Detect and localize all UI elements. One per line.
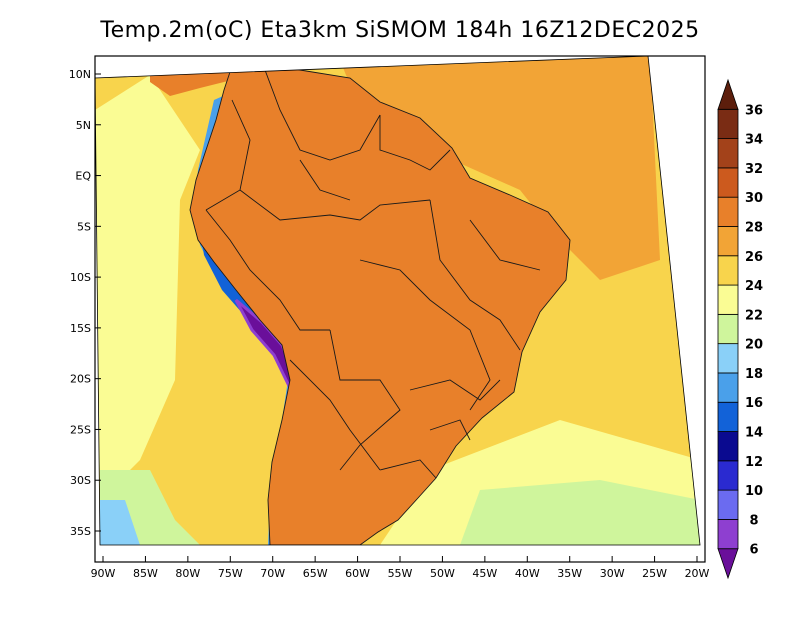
colorbar-label: 34	[745, 133, 763, 148]
border-brazil-states-4	[409, 379, 501, 401]
lat-tick-label: 10S	[70, 271, 91, 284]
colorbar-label: 8	[749, 513, 758, 528]
colorbar-swatch	[717, 372, 739, 403]
lon-tick-label: 90W	[91, 567, 116, 580]
colorbar-swatch	[717, 196, 739, 227]
colorbar-swatch	[717, 519, 739, 550]
colorbar-label: 20	[745, 338, 763, 353]
lon-tick-label: 30W	[600, 567, 625, 580]
lat-tick-label: 35S	[70, 525, 91, 538]
colorbar-swatch	[717, 226, 739, 257]
colorbar-label: 18	[745, 367, 763, 382]
colorbar-label: 12	[745, 455, 763, 470]
lon-tick-label: 75W	[218, 567, 243, 580]
lat-tick-label: EQ	[75, 170, 91, 183]
temperature-field	[95, 56, 700, 545]
latitude-axis: 10N 5N EQ 5S 10S 15S 20S 25S 30S 35S	[69, 68, 101, 538]
border-brazil-states-5	[429, 419, 471, 441]
colorbar-label: 24	[745, 279, 763, 294]
border-guianas	[379, 115, 451, 171]
border-bolivia-paraguay	[329, 329, 401, 471]
border-venezuela	[261, 61, 381, 161]
map-domain-outline	[94, 55, 701, 546]
border-brazil-states-2	[359, 259, 491, 411]
border-brazil-states-3	[469, 219, 541, 271]
border-argentina-north	[289, 359, 381, 471]
colorbar-swatch	[717, 284, 739, 315]
lon-tick-label: 85W	[133, 567, 158, 580]
longitude-axis: 90W 85W 80W 75W 70W 65W 60W 55W 50W 45W 40W 35W 30W 2…	[91, 556, 710, 580]
colorbar-swatch	[717, 431, 739, 462]
border-brazil-states-6	[299, 159, 351, 201]
lat-tick-label: 30S	[70, 474, 91, 487]
lon-tick-label: 65W	[303, 567, 328, 580]
colorbar-label: 22	[745, 308, 763, 323]
lon-tick-label: 70W	[260, 567, 285, 580]
lat-tick-label: 15S	[70, 322, 91, 335]
lat-tick-label: 20S	[70, 373, 91, 386]
colorbar-arrow-high	[717, 78, 739, 110]
lon-tick-label: 25W	[642, 567, 667, 580]
colorbar-label: 16	[745, 396, 763, 411]
lon-tick-label: 60W	[345, 567, 370, 580]
colorbar-swatch	[717, 401, 739, 432]
field-tropical-atlantic	[340, 56, 660, 280]
lon-tick-label: 45W	[472, 567, 497, 580]
colorbar-swatch	[717, 343, 739, 374]
border-brazil-north	[239, 189, 431, 221]
field-pacific-coldest	[100, 500, 140, 545]
colorbar-swatch	[717, 460, 739, 491]
lat-tick-label: 5N	[76, 119, 91, 132]
colorbar-label: 26	[745, 250, 763, 265]
border-brazil-states-1	[429, 199, 521, 351]
border-uruguay	[379, 459, 437, 479]
colorbar-label: 6	[749, 543, 758, 558]
border-peru	[205, 209, 330, 331]
colorbar-label: 32	[745, 162, 763, 177]
field-south-atlantic-cool	[460, 480, 700, 545]
colorbar-arrow-low	[717, 548, 739, 580]
border-colombia-ecuador	[205, 99, 251, 211]
colorbar-swatch	[717, 313, 739, 345]
lat-tick-label: 25S	[70, 423, 91, 436]
colorbar-swatch	[717, 138, 739, 169]
lon-tick-label: 80W	[175, 567, 200, 580]
colorbar-label: 28	[745, 220, 763, 235]
lon-tick-label: 40W	[515, 567, 540, 580]
lon-tick-label: 55W	[388, 567, 413, 580]
colorbar-swatch	[717, 489, 739, 520]
lat-tick-label: 10N	[69, 68, 91, 81]
colorbar: 6 8 10 12 14 16 18 20 22 24 26 28 30 32 34 36	[717, 78, 763, 580]
colorbar-swatch	[717, 108, 739, 139]
colorbar-label: 10	[745, 484, 763, 499]
country-borders	[189, 61, 571, 545]
colorbar-label: 36	[745, 103, 763, 118]
lon-tick-label: 50W	[430, 567, 455, 580]
lat-tick-label: 5S	[77, 220, 91, 233]
colorbar-swatch	[717, 255, 739, 286]
lon-tick-label: 20W	[685, 567, 710, 580]
colorbar-swatch	[717, 167, 739, 198]
colorbar-label: 30	[745, 191, 763, 206]
field-pacific-cool	[95, 75, 200, 500]
map-title: Temp.2m(oC) Eta3km SiSMOM 184h 16Z12DEC2…	[100, 18, 700, 43]
lon-tick-label: 35W	[557, 567, 582, 580]
colorbar-label: 14	[745, 426, 763, 441]
